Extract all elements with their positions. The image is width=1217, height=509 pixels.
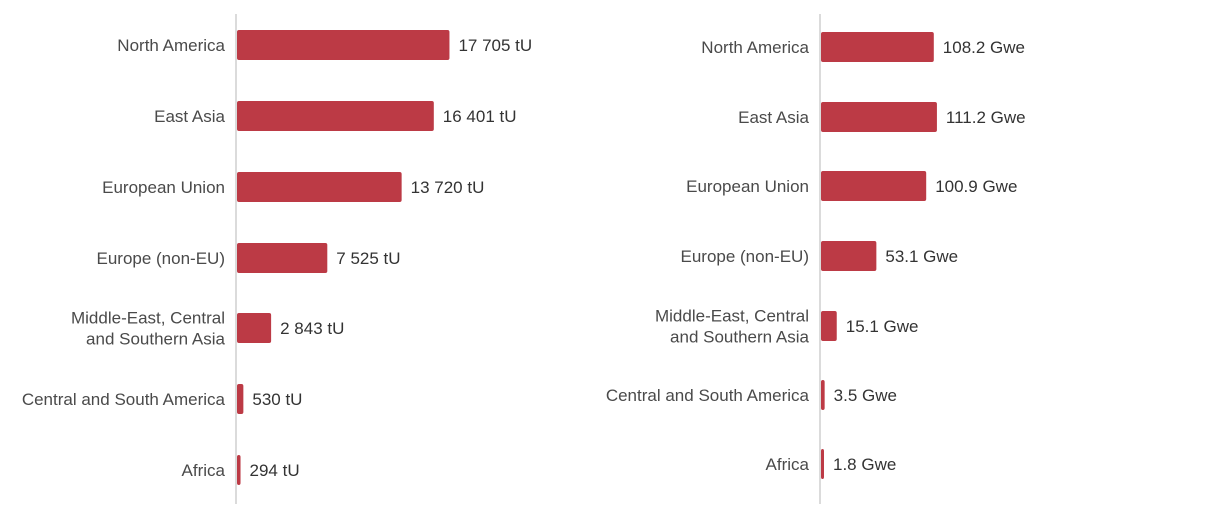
bar [821, 311, 837, 341]
bar [237, 30, 450, 60]
value-label: 7 525 tU [336, 249, 400, 268]
category-label: Africa [766, 455, 810, 474]
category-label: European Union [686, 177, 809, 196]
bar [821, 102, 937, 132]
category-label: Central and South America [22, 390, 226, 409]
bar [237, 101, 434, 131]
bar [237, 172, 402, 202]
bar [821, 380, 825, 410]
category-label: Middle-East, Central and Southern Asia [71, 309, 226, 349]
category-label: Europe (non-EU) [96, 249, 225, 268]
bar [821, 32, 934, 62]
category-label: Africa [182, 461, 226, 480]
value-label: 53.1 Gwe [885, 247, 958, 266]
value-label: 108.2 Gwe [943, 38, 1025, 57]
bar [821, 241, 877, 271]
uranium-requirements-chart: North America 17 705 tU East Asia 16 401 tU… [22, 14, 532, 504]
value-label: 15.1 Gwe [846, 317, 919, 336]
nuclear-capacity-chart: North America 108.2 Gwe East Asia 111.2 Gwe… [606, 14, 1026, 504]
category-label: Middle-East, Central and Southern Asia [655, 307, 810, 347]
bar [237, 243, 328, 273]
category-label: Europe (non-EU) [680, 247, 809, 266]
bar [237, 313, 272, 343]
category-label: East Asia [738, 108, 809, 127]
category-label: North America [701, 38, 809, 57]
bar [237, 455, 241, 485]
bar [821, 171, 927, 201]
value-label: 1.8 Gwe [833, 455, 896, 474]
bar [237, 384, 244, 414]
bar [821, 449, 824, 479]
value-label: 13 720 tU [411, 178, 485, 197]
category-label: East Asia [154, 107, 225, 126]
value-label: 294 tU [250, 461, 300, 480]
value-label: 100.9 Gwe [935, 177, 1017, 196]
value-label: 111.2 Gwe [946, 108, 1026, 127]
category-label: European Union [102, 178, 225, 197]
value-label: 16 401 tU [443, 107, 517, 126]
value-label: 17 705 tU [458, 36, 532, 55]
value-label: 3.5 Gwe [834, 386, 897, 405]
category-label: Central and South America [606, 386, 810, 405]
value-label: 530 tU [252, 390, 302, 409]
value-label: 2 843 tU [280, 319, 344, 338]
category-label: North America [117, 36, 225, 55]
